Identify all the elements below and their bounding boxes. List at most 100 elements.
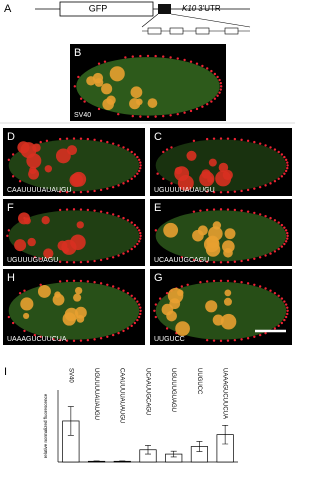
follicle-cell (106, 140, 109, 144)
follicle-cell (273, 250, 277, 253)
follicle-cell (139, 306, 142, 309)
follicle-cell (269, 146, 272, 149)
follicle-cell (170, 182, 173, 185)
follicle-cell (213, 97, 217, 100)
follicle-cell (77, 75, 80, 79)
follicle-cell (111, 256, 115, 259)
follicle-cell (273, 291, 277, 295)
follicle-cell (201, 105, 204, 108)
panel-label: D (7, 131, 15, 143)
follicle-cell (126, 179, 130, 183)
panel-caption: CAAUUUUAUAUGU (7, 187, 72, 194)
follicle-cell (139, 237, 142, 240)
follicle-cell (106, 211, 109, 215)
follicle-cell (117, 112, 120, 116)
follicle-cell (137, 158, 141, 162)
panel-label: I (4, 366, 7, 378)
nucleus (62, 312, 76, 326)
follicle-cell (99, 188, 103, 192)
follicle-cell (146, 54, 150, 58)
follicle-cell (280, 175, 284, 178)
follicle-cell (286, 164, 289, 167)
follicle-cell (154, 54, 157, 58)
error-bar (196, 441, 203, 452)
follicle-cell (122, 146, 125, 149)
follicle-cell (136, 155, 139, 159)
follicle-cell (162, 55, 165, 58)
nucleus (220, 313, 237, 330)
follicle-cell (205, 190, 209, 193)
nucleus (163, 222, 179, 238)
follicle-cell (79, 137, 83, 140)
follicle-cell (65, 339, 69, 342)
follicle-cell (117, 214, 120, 218)
follicle-cell (277, 221, 280, 224)
follicle-cell (86, 280, 90, 283)
follicle-cell (139, 167, 142, 170)
follicle-cell (139, 231, 142, 235)
follicle-cell (97, 107, 101, 111)
follicle-cell (99, 139, 103, 143)
follicle-cell (106, 283, 109, 286)
panel-label: A (4, 3, 12, 15)
follicle-cell (18, 291, 22, 295)
follicle-cell (130, 177, 133, 181)
follicle-cell (205, 137, 209, 141)
follicle-cell (131, 55, 134, 58)
follicle-cell (233, 280, 237, 283)
follicle-cell (23, 329, 26, 333)
nucleus (109, 66, 125, 82)
follicle-cell (165, 327, 169, 330)
nucleus (32, 143, 41, 152)
follicle-cell (130, 294, 133, 297)
follicle-cell (137, 169, 141, 173)
nucleus (223, 297, 232, 306)
follicle-cell (286, 306, 289, 309)
follicle-cell (139, 115, 142, 118)
follicle-cell (33, 333, 37, 337)
follicle-cell (162, 177, 165, 181)
follicle-cell (111, 142, 115, 145)
follicle-cell (283, 300, 286, 303)
follicle-cell (122, 329, 125, 333)
follicle-cell (212, 190, 216, 194)
follicle-cell (240, 189, 243, 193)
gfp-label: GFP (89, 3, 108, 13)
follicle-cell (180, 285, 184, 288)
follicle-cell (286, 167, 289, 170)
nucleus (43, 248, 54, 259)
panel-caption: UGUUUGUAGU (7, 257, 58, 264)
panel-caption: UUGUCC (154, 336, 185, 343)
follicle-cell (258, 256, 262, 259)
follicle-cell (162, 150, 165, 154)
follicle-cell (117, 331, 120, 335)
follicle-cell (246, 282, 250, 285)
follicle-cell (11, 175, 15, 178)
figure: A GFP K10 3'UTR B SV40 D CAAUUUUAUAUGU C UGUUU… (0, 1, 295, 463)
nucleus (212, 221, 222, 230)
nucleus (26, 153, 42, 169)
follicle-cell (210, 100, 213, 103)
follicle-cell (280, 321, 284, 325)
follicle-cell (111, 333, 115, 337)
follicle-cell (284, 240, 288, 243)
follicle-cell (226, 137, 230, 140)
follicle-cell (86, 208, 90, 212)
follicle-cell (79, 260, 83, 264)
follicle-cell (258, 213, 262, 216)
follicle-cell (218, 78, 221, 82)
follicle-cell (283, 318, 286, 322)
follicle-cell (233, 260, 237, 263)
nucleus (192, 229, 204, 242)
nucleus (23, 312, 30, 319)
follicle-cell (39, 335, 42, 339)
follicle-cell (253, 257, 256, 260)
error-bar (119, 460, 126, 462)
follicle-cell (233, 338, 237, 342)
follicle-cell (273, 219, 277, 222)
nucleus (102, 98, 114, 111)
follicle-cell (226, 339, 230, 342)
nucleus (14, 239, 27, 252)
follicle-cell (246, 188, 250, 192)
